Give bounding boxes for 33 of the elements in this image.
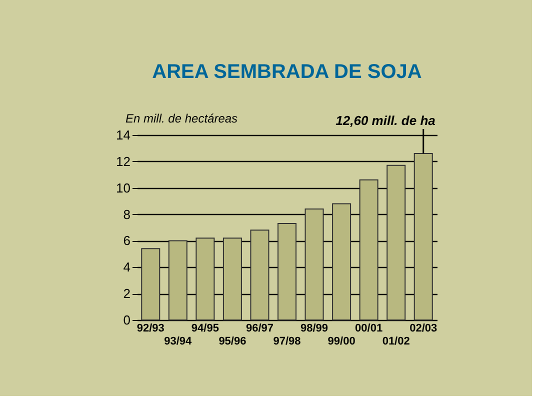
bar: [386, 164, 406, 320]
annotation: 12,60 mill. de ha: [336, 113, 436, 128]
x-tick-label: 01/02: [382, 336, 410, 348]
bar: [278, 223, 296, 320]
y-tick-label: 12: [116, 154, 130, 169]
y-tick-label: 8: [123, 206, 130, 222]
y-tick-label: 4: [123, 260, 130, 275]
y-tick-label: 10: [116, 180, 130, 196]
x-tick-label: 00/01: [355, 322, 383, 334]
x-tick-label: 96/97: [246, 322, 274, 334]
y-tick-label: 6: [123, 233, 130, 248]
bar: [304, 208, 324, 320]
y-tick-label: 0: [123, 312, 130, 328]
x-tick-label: 98/99: [300, 322, 328, 334]
y-tick-label: 14: [116, 128, 130, 142]
y-tick-label: 2: [123, 286, 130, 302]
bar: [168, 240, 188, 320]
bar: [141, 248, 160, 320]
bar: [250, 230, 270, 320]
x-tick-label: 95/96: [218, 336, 246, 348]
bar: [222, 238, 242, 320]
x-tick-label: 97/98: [273, 336, 301, 348]
chart-title: AREA SEMBRADA DE SOJA: [152, 61, 422, 83]
x-tick-label: 99/00: [328, 336, 356, 348]
x-tick-label: 92/93: [136, 322, 164, 334]
bar: [332, 203, 352, 320]
x-tick-label: 02/03: [410, 322, 438, 334]
x-tick-label: 94/95: [191, 322, 219, 334]
x-tick-label: 93/94: [164, 336, 193, 348]
y-axis-title: En mill. de hectáreas: [126, 112, 238, 126]
bar: [359, 179, 378, 320]
bar: [414, 153, 433, 320]
bar: [196, 238, 215, 320]
